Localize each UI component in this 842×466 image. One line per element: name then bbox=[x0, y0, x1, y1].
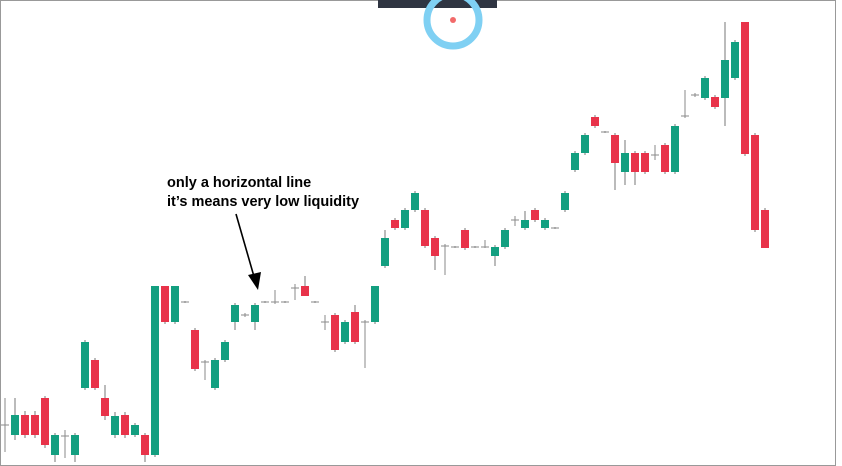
candle-body bbox=[751, 135, 759, 230]
candle-body bbox=[521, 220, 529, 228]
candle-body bbox=[641, 153, 649, 172]
candle-body bbox=[541, 220, 549, 228]
candle-body bbox=[411, 193, 419, 210]
candle-body bbox=[71, 435, 79, 455]
candle-body bbox=[91, 360, 99, 388]
candle-body bbox=[591, 117, 599, 126]
top-bar bbox=[378, 0, 497, 8]
candle-body bbox=[561, 193, 569, 210]
candle-body bbox=[111, 416, 119, 435]
candle-body bbox=[491, 247, 499, 256]
candle-body bbox=[191, 330, 199, 369]
candle-body bbox=[41, 398, 49, 445]
candle-body bbox=[151, 286, 159, 455]
candle-body bbox=[11, 415, 19, 435]
candle-body bbox=[391, 220, 399, 228]
candle-body bbox=[251, 305, 259, 322]
candle-body bbox=[121, 415, 129, 435]
candle-body bbox=[731, 42, 739, 78]
candle-body bbox=[221, 342, 229, 360]
candle-body bbox=[581, 135, 589, 153]
candle-body bbox=[711, 97, 719, 107]
candle-body bbox=[171, 286, 179, 322]
candle-body bbox=[211, 360, 219, 388]
arrow-head bbox=[248, 272, 261, 290]
candle-body bbox=[761, 210, 769, 248]
candle-body bbox=[671, 126, 679, 172]
candle-body bbox=[31, 415, 39, 435]
candle-body bbox=[401, 210, 409, 228]
candle-body bbox=[461, 230, 469, 248]
candle-body bbox=[531, 210, 539, 220]
candle-body bbox=[161, 286, 169, 322]
candle-body bbox=[701, 78, 709, 98]
annotation: it’s means very low liquidity bbox=[167, 194, 359, 210]
cursor-ring bbox=[423, 0, 483, 50]
candle-body bbox=[371, 286, 379, 322]
candle-body bbox=[81, 342, 89, 388]
candle-body bbox=[301, 286, 309, 296]
candle-body bbox=[101, 398, 109, 416]
candle-body bbox=[431, 238, 439, 256]
candle-body bbox=[141, 435, 149, 455]
candle-body bbox=[331, 315, 339, 350]
candle-body bbox=[621, 153, 629, 172]
candle-body bbox=[231, 305, 239, 322]
candle-body bbox=[741, 22, 749, 154]
candle-body bbox=[51, 435, 59, 455]
cursor-dot bbox=[450, 17, 456, 23]
candle-body bbox=[21, 415, 29, 435]
candle-body bbox=[341, 322, 349, 342]
candle-body bbox=[131, 425, 139, 435]
candle-body bbox=[351, 312, 359, 342]
candle-body bbox=[611, 135, 619, 163]
candle-body bbox=[571, 153, 579, 170]
candles bbox=[1, 22, 769, 462]
candle-body bbox=[501, 230, 509, 247]
candle-body bbox=[631, 153, 639, 172]
candle-body bbox=[381, 238, 389, 266]
arrow-shaft bbox=[235, 213, 256, 281]
candle-body bbox=[421, 210, 429, 246]
candle-body bbox=[721, 60, 729, 98]
annotation: only a horizontal line bbox=[167, 175, 311, 191]
candle-body bbox=[661, 145, 669, 172]
